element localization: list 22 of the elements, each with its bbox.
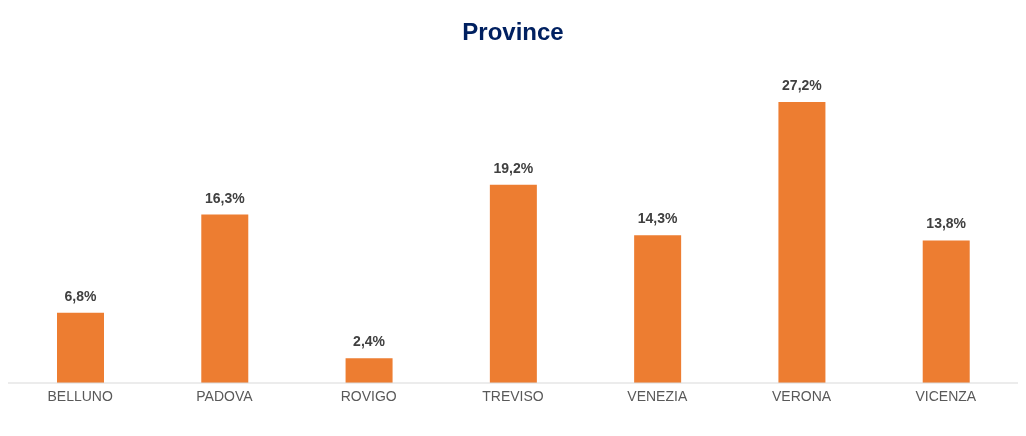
x-tick-label: VICENZA	[915, 387, 977, 404]
bar	[634, 235, 682, 383]
data-label: 19,2%	[493, 159, 534, 176]
x-tick-label: VERONA	[772, 387, 832, 404]
bar	[57, 312, 104, 383]
x-tick-label: PADOVA	[196, 387, 254, 404]
data-label: 27,2%	[782, 77, 823, 93]
bar	[345, 358, 393, 383]
bar	[778, 102, 826, 383]
data-label: 13,8%	[926, 215, 967, 232]
data-label: 14,3%	[637, 210, 679, 227]
chart-title: Province	[461, 18, 565, 46]
data-label: 6,8%	[64, 287, 97, 304]
data-label: 2,4%	[353, 333, 386, 350]
bar	[201, 214, 249, 383]
x-tick-label: BELLUNO	[47, 387, 113, 404]
x-tick-label: ROVIGO	[340, 387, 397, 404]
bar	[489, 184, 537, 383]
x-tick-label: TREVISO	[482, 387, 544, 404]
data-label: 16,3%	[204, 189, 246, 206]
bar	[922, 240, 970, 383]
x-tick-label: VENEZIA	[627, 387, 688, 404]
